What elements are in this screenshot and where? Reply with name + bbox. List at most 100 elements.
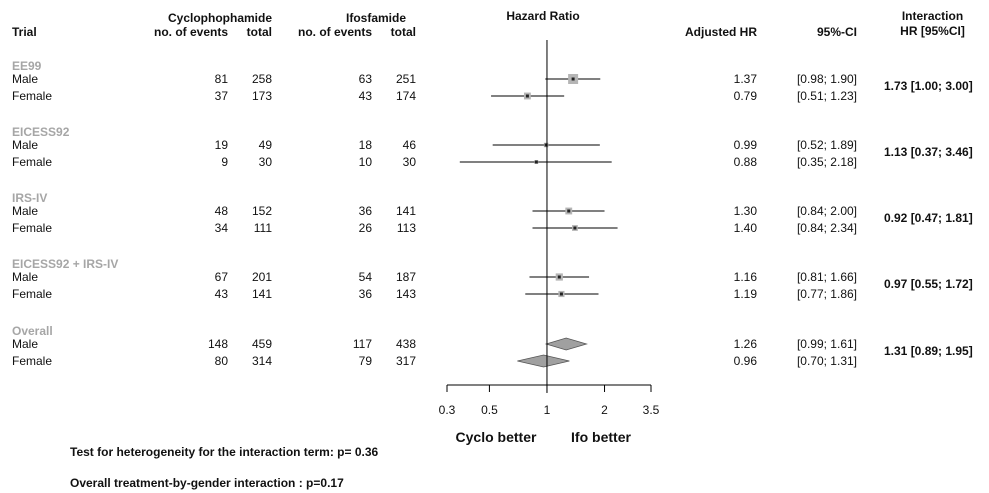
row-label: Male bbox=[12, 72, 39, 86]
interaction-cell: 1.31 [0.89; 1.95] bbox=[884, 344, 973, 358]
ifos-total-cell: 174 bbox=[395, 89, 416, 103]
cyclo-events-header: no. of events bbox=[153, 25, 228, 39]
cyclo-events-cell: 80 bbox=[214, 354, 228, 368]
ci-cell: [0.99; 1.61] bbox=[796, 337, 857, 351]
adjusted-hr-header: Adjusted HR bbox=[685, 25, 757, 39]
ifos-total-cell: 113 bbox=[396, 221, 416, 235]
interaction-cell: 0.97 [0.55; 1.72] bbox=[884, 277, 973, 291]
group-label: Overall bbox=[12, 324, 53, 338]
ifos-events-cell: 26 bbox=[358, 221, 372, 235]
ci-header: 95%-CI bbox=[816, 25, 857, 39]
x-tick-label: 0.3 bbox=[439, 403, 456, 417]
adjusted-hr-cell: 0.96 bbox=[733, 354, 757, 368]
adjusted-hr-cell: 1.30 bbox=[733, 204, 757, 218]
cyclo-total-cell: 30 bbox=[258, 155, 272, 169]
group-label: EE99 bbox=[12, 59, 42, 73]
cyclo-better-label: Cyclo better bbox=[456, 429, 537, 445]
ifo-better-label: Ifo better bbox=[571, 429, 631, 445]
ifos-events-cell: 54 bbox=[358, 270, 372, 284]
x-tick-label: 3.5 bbox=[643, 403, 660, 417]
summary-diamond bbox=[517, 354, 570, 368]
trial-header: Trial bbox=[12, 25, 37, 39]
row-label: Male bbox=[12, 270, 39, 284]
row-label: Male bbox=[12, 138, 39, 152]
row-label: Female bbox=[12, 221, 53, 235]
ifos-events-cell: 36 bbox=[358, 287, 372, 301]
adjusted-hr-cell: 1.16 bbox=[733, 270, 757, 284]
interaction-cell: 1.13 [0.37; 3.46] bbox=[884, 145, 973, 159]
hr-point-marker bbox=[559, 292, 563, 296]
ci-cell: [0.35; 2.18] bbox=[796, 155, 857, 169]
ifos-events-cell: 18 bbox=[358, 138, 372, 152]
ifos-total-cell: 141 bbox=[395, 204, 416, 218]
heterogeneity-test: Test for heterogeneity for the interacti… bbox=[70, 445, 379, 459]
ci-cell: [0.84; 2.00] bbox=[796, 204, 857, 218]
cyclo-total-cell: 152 bbox=[251, 204, 272, 218]
cyclo-events-cell: 67 bbox=[214, 270, 228, 284]
ci-cell: [0.77; 1.86] bbox=[796, 287, 857, 301]
hr-point-marker bbox=[544, 143, 548, 147]
overall-interaction-test: Overall treatment-by-gender interaction … bbox=[70, 476, 344, 490]
cyclo-total-cell: 141 bbox=[251, 287, 272, 301]
ifos-events-cell: 36 bbox=[358, 204, 372, 218]
adjusted-hr-cell: 1.40 bbox=[733, 221, 757, 235]
hr-point-marker bbox=[534, 160, 538, 164]
x-tick-label: 1 bbox=[544, 403, 551, 417]
cyclo-total-cell: 201 bbox=[251, 270, 272, 284]
cyclo-events-cell: 19 bbox=[214, 138, 228, 152]
cyclo-events-cell: 81 bbox=[214, 72, 228, 86]
row-label: Female bbox=[12, 287, 53, 301]
hr-point-marker bbox=[571, 77, 575, 81]
ifos-total-cell: 143 bbox=[395, 287, 416, 301]
ci-cell: [0.98; 1.90] bbox=[796, 72, 857, 86]
ifos-events-cell: 79 bbox=[358, 354, 372, 368]
cyclo-events-cell: 48 bbox=[214, 204, 228, 218]
hr-point-marker bbox=[557, 275, 561, 279]
interaction-cell: 0.92 [0.47; 1.81] bbox=[884, 211, 973, 225]
ci-cell: [0.51; 1.23] bbox=[796, 89, 857, 103]
ci-cell: [0.84; 2.34] bbox=[796, 221, 857, 235]
cyclo-total-cell: 173 bbox=[251, 89, 272, 103]
ifos-total-cell: 46 bbox=[402, 138, 416, 152]
row-label: Female bbox=[12, 354, 53, 368]
ifos-total-header: total bbox=[390, 25, 416, 39]
ci-cell: [0.52; 1.89] bbox=[796, 138, 857, 152]
ci-cell: [0.81; 1.66] bbox=[796, 270, 857, 284]
ifos-total-cell: 317 bbox=[395, 354, 416, 368]
cyclo-events-cell: 43 bbox=[214, 287, 228, 301]
ci-cell: [0.70; 1.31] bbox=[796, 354, 857, 368]
summary-diamond bbox=[544, 337, 588, 351]
cyclo-events-cell: 34 bbox=[214, 221, 228, 235]
cyclo-total-header: total bbox=[246, 25, 272, 39]
cyclo-total-cell: 459 bbox=[251, 337, 272, 351]
row-label: Female bbox=[12, 155, 53, 169]
group-label: EICESS92 bbox=[12, 125, 70, 139]
adjusted-hr-cell: 1.19 bbox=[733, 287, 757, 301]
group-label: IRS-IV bbox=[12, 191, 48, 205]
interaction-cell: 1.73 [1.00; 3.00] bbox=[884, 79, 973, 93]
hazard-ratio-header: Hazard Ratio bbox=[506, 9, 580, 23]
cyclo-total-cell: 258 bbox=[251, 72, 272, 86]
ifos-header: Ifosfamide bbox=[345, 11, 406, 25]
adjusted-hr-cell: 0.79 bbox=[733, 89, 757, 103]
hr-point-marker bbox=[525, 94, 529, 98]
interaction-subheader: HR [95%CI] bbox=[900, 24, 965, 38]
adjusted-hr-cell: 0.88 bbox=[733, 155, 757, 169]
ifos-total-cell: 187 bbox=[395, 270, 416, 284]
interaction-header: Interaction bbox=[901, 9, 964, 23]
ifos-events-cell: 117 bbox=[352, 337, 372, 351]
hr-point-marker bbox=[567, 209, 571, 213]
adjusted-hr-cell: 0.99 bbox=[733, 138, 757, 152]
hr-point-marker bbox=[573, 226, 577, 230]
ifos-events-cell: 10 bbox=[358, 155, 372, 169]
row-label: Male bbox=[12, 204, 39, 218]
ifos-total-cell: 251 bbox=[395, 72, 416, 86]
cyclo-events-cell: 148 bbox=[207, 337, 228, 351]
ifos-events-cell: 63 bbox=[358, 72, 372, 86]
adjusted-hr-cell: 1.26 bbox=[733, 337, 757, 351]
cyclo-total-cell: 314 bbox=[251, 354, 272, 368]
cyclo-header: Cyclophophamide bbox=[167, 11, 272, 25]
cyclo-total-cell: 111 bbox=[253, 221, 272, 235]
adjusted-hr-cell: 1.37 bbox=[733, 72, 757, 86]
